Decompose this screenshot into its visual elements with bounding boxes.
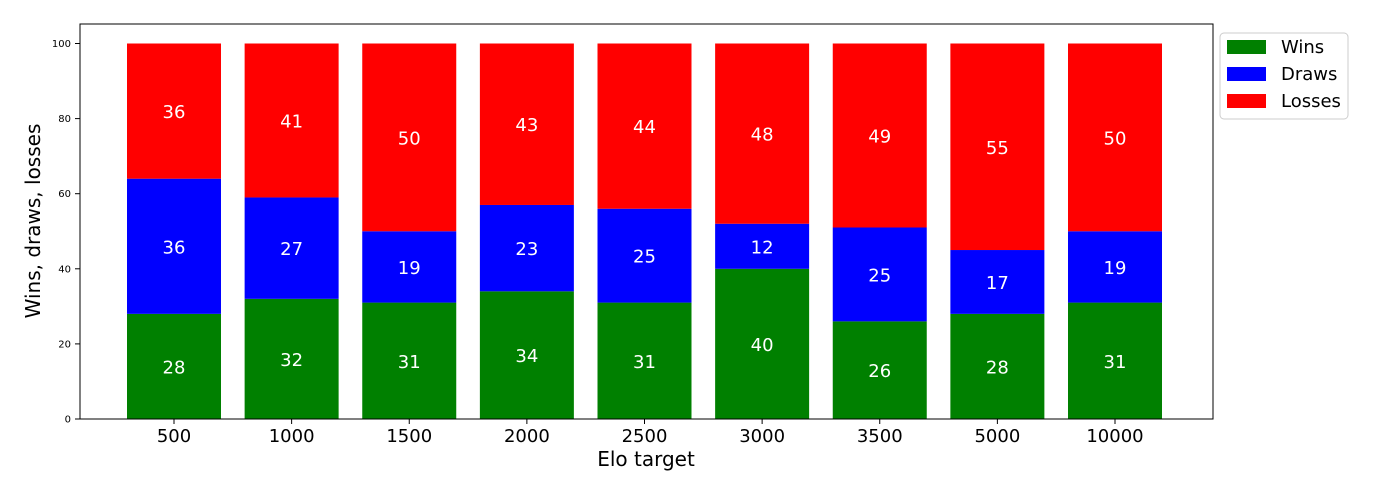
data-label-losses-3500: 49 — [868, 126, 891, 147]
x-tick-label-10000: 10000 — [1086, 426, 1143, 447]
data-label-wins-10000: 31 — [1104, 352, 1127, 373]
data-labels-layer: 28 36 36 32 27 41 31 19 50 34 23 43 31 25 44 40 12 48 26 25… — [163, 102, 1127, 382]
data-label-wins-2000: 34 — [515, 346, 538, 367]
data-label-wins-3000: 40 — [751, 335, 774, 356]
bar-losses-3000 — [715, 43, 810, 224]
bar-wins-500 — [127, 313, 221, 419]
data-label-losses-5000: 55 — [986, 138, 1009, 159]
x-tick-label-5000: 5000 — [974, 426, 1020, 447]
data-label-losses-1000: 41 — [280, 111, 303, 132]
data-label-wins-5000: 28 — [986, 357, 1009, 378]
bar-losses-1500 — [362, 43, 457, 232]
bar-draws-2000 — [479, 204, 574, 292]
y-tick-label-80: 80 — [58, 114, 71, 125]
bar-draws-2500 — [597, 208, 692, 303]
data-label-wins-500: 28 — [163, 357, 186, 378]
bar-wins-2500 — [597, 302, 692, 419]
x-tick-label-2500: 2500 — [622, 426, 668, 447]
x-tick-label-500: 500 — [157, 426, 191, 447]
data-label-draws-3500: 25 — [868, 265, 891, 286]
bar-wins-3500 — [832, 321, 927, 419]
y-axis-label: Wins, draws, losses — [21, 124, 45, 319]
bar-losses-5000 — [950, 43, 1045, 251]
bar-draws-10000 — [1068, 231, 1162, 303]
y-tick-label-100: 100 — [52, 39, 71, 50]
legend: Wins Draws Losses — [1219, 32, 1349, 120]
bar-losses-500 — [127, 43, 221, 179]
bar-wins-1500 — [362, 302, 457, 419]
legend-swatch-losses — [1227, 94, 1266, 108]
legend-label-wins: Wins — [1281, 37, 1324, 58]
x-axis-label: Elo target — [597, 447, 695, 471]
x-tick-label-2000: 2000 — [504, 426, 550, 447]
data-label-losses-2500: 44 — [633, 117, 656, 138]
data-label-losses-500: 36 — [163, 102, 186, 123]
data-label-wins-1000: 32 — [280, 350, 303, 371]
data-label-wins-1500: 31 — [398, 352, 421, 373]
bar-wins-3000 — [715, 268, 810, 419]
y-axis: 0 20 40 60 80 100 — [52, 39, 80, 426]
data-label-draws-5000: 17 — [986, 273, 1009, 294]
data-label-draws-1000: 27 — [280, 239, 303, 260]
bar-draws-5000 — [950, 250, 1045, 314]
bar-wins-1000 — [244, 298, 339, 419]
data-label-losses-2000: 43 — [515, 115, 538, 136]
bar-wins-5000 — [950, 313, 1045, 419]
x-axis: 500 1000 1500 2000 2500 3000 3500 5000 10000 — [157, 419, 1144, 447]
y-tick-label-60: 60 — [58, 189, 71, 200]
legend-label-losses: Losses — [1281, 91, 1341, 112]
data-label-draws-3000: 12 — [751, 237, 774, 258]
data-label-wins-2500: 31 — [633, 352, 656, 373]
plot-frame — [79, 23, 1214, 420]
bars-layer — [127, 43, 1162, 419]
legend-swatch-wins — [1227, 40, 1266, 54]
bar-losses-10000 — [1068, 43, 1162, 232]
y-tick-label-0: 0 — [65, 415, 71, 426]
x-tick-label-3000: 3000 — [739, 426, 785, 447]
bar-draws-3500 — [832, 227, 927, 322]
data-label-draws-500: 36 — [163, 237, 186, 258]
legend-label-draws: Draws — [1281, 64, 1337, 85]
bar-losses-2500 — [597, 43, 692, 209]
bar-draws-3000 — [715, 223, 810, 269]
legend-swatch-draws — [1227, 67, 1266, 81]
bar-draws-1000 — [244, 197, 339, 299]
data-label-draws-10000: 19 — [1104, 258, 1127, 279]
bar-draws-500 — [127, 178, 221, 314]
x-tick-label-1500: 1500 — [386, 426, 432, 447]
bar-draws-1500 — [362, 231, 457, 303]
data-label-losses-10000: 50 — [1104, 128, 1127, 149]
x-tick-label-3500: 3500 — [857, 426, 903, 447]
y-tick-label-40: 40 — [58, 264, 71, 275]
bar-losses-3500 — [832, 43, 927, 228]
bar-losses-1000 — [244, 43, 339, 198]
data-label-wins-3500: 26 — [868, 361, 891, 382]
data-label-draws-1500: 19 — [398, 258, 421, 279]
data-label-losses-3000: 48 — [751, 125, 774, 146]
data-label-losses-1500: 50 — [398, 128, 421, 149]
data-label-draws-2500: 25 — [633, 247, 656, 268]
data-label-draws-2000: 23 — [515, 239, 538, 260]
bar-losses-2000 — [479, 43, 574, 205]
bar-wins-10000 — [1068, 302, 1162, 419]
bar-wins-2000 — [479, 291, 574, 419]
x-tick-label-1000: 1000 — [269, 426, 315, 447]
y-tick-label-20: 20 — [58, 339, 71, 350]
